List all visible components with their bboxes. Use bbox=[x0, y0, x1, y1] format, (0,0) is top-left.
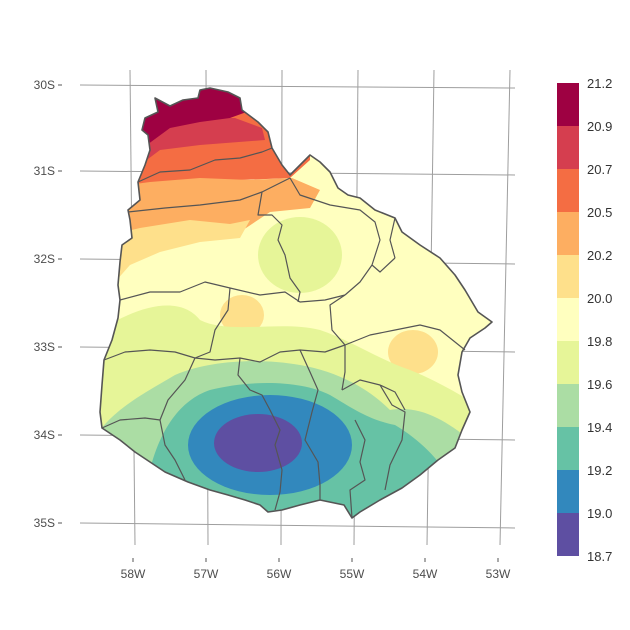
legend-label: 20.2 bbox=[587, 248, 612, 263]
lat-tick-label: 33S bbox=[34, 340, 55, 354]
department-boundaries bbox=[101, 147, 466, 519]
lon-tick-label: 56W bbox=[267, 567, 292, 581]
legend-label: 19.8 bbox=[587, 334, 612, 349]
uruguay-outline bbox=[99, 87, 493, 519]
legend-swatch bbox=[557, 255, 579, 298]
legend-swatch bbox=[557, 212, 579, 255]
lon-tick-label: 58W bbox=[121, 567, 146, 581]
legend-label: 19.6 bbox=[587, 377, 612, 392]
legend-label: 20.0 bbox=[587, 291, 612, 306]
lon-tick-label: 57W bbox=[194, 567, 219, 581]
lat-tick-label: 32S bbox=[34, 252, 55, 266]
legend-label: 19.4 bbox=[587, 420, 612, 435]
legend-swatch bbox=[557, 427, 579, 470]
lon-axis: 58W 57W 56W 55W 54W 53W bbox=[121, 558, 511, 581]
legend-label: 21.2 bbox=[587, 76, 612, 91]
legend-colorbar bbox=[557, 83, 579, 556]
legend-labels: 21.2 20.9 20.7 20.5 20.2 20.0 19.8 19.6 … bbox=[587, 76, 612, 564]
legend-swatch bbox=[557, 83, 579, 126]
legend-swatch bbox=[557, 126, 579, 169]
legend-label: 20.9 bbox=[587, 119, 612, 134]
contour-band-20.0-20.2-blob-west bbox=[220, 295, 264, 335]
legend-label: 20.7 bbox=[587, 162, 612, 177]
legend-swatch bbox=[557, 169, 579, 212]
contour-band-18.7-19.0 bbox=[214, 414, 302, 472]
legend-label: 19.2 bbox=[587, 463, 612, 478]
contour-band-19.6-19.8-north bbox=[258, 217, 342, 293]
lat-tick-label: 34S bbox=[34, 428, 55, 442]
lat-tick-label: 35S bbox=[34, 516, 55, 530]
legend-label: 20.5 bbox=[587, 205, 612, 220]
legend-swatch bbox=[557, 513, 579, 556]
legend-swatch bbox=[557, 298, 579, 341]
legend-swatch bbox=[557, 470, 579, 513]
contour-band-20.0-20.2-blob-east bbox=[388, 330, 438, 374]
legend-label: 19.0 bbox=[587, 506, 612, 521]
lat-tick-label: 31S bbox=[34, 164, 55, 178]
lon-tick-label: 54W bbox=[413, 567, 438, 581]
lat-axis: 30S 31S 32S 33S 34S 35S bbox=[34, 78, 62, 530]
lon-tick-label: 55W bbox=[340, 567, 365, 581]
legend-swatch bbox=[557, 341, 579, 384]
lat-tick-label: 30S bbox=[34, 78, 55, 92]
legend-label: 18.7 bbox=[587, 549, 612, 564]
lon-tick-label: 53W bbox=[486, 567, 511, 581]
legend-swatch bbox=[557, 384, 579, 427]
temperature-contours bbox=[100, 88, 492, 518]
